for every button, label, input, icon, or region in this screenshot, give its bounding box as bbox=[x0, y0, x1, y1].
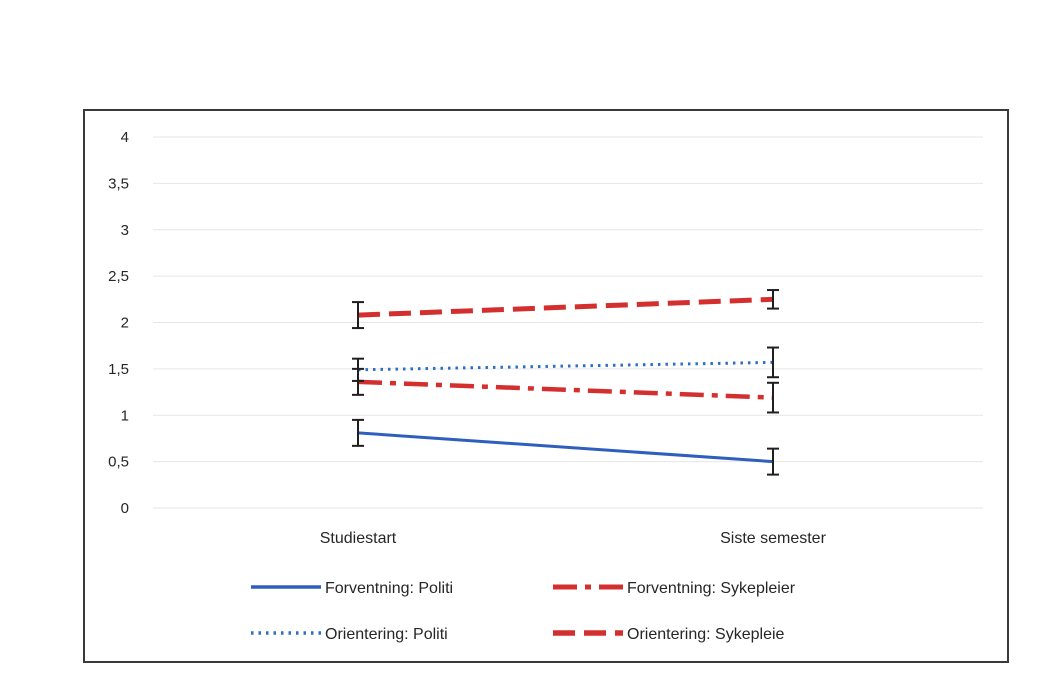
y-tick-label: 1 bbox=[121, 407, 129, 424]
chart-frame bbox=[83, 109, 1009, 663]
y-tick-label: 0,5 bbox=[108, 454, 129, 471]
legend-item-forventning-politi: Forventning: Politi bbox=[251, 580, 453, 597]
error-bar bbox=[352, 418, 364, 447]
y-tick-label: 3 bbox=[121, 222, 129, 239]
series-lines bbox=[357, 296, 774, 464]
x-tick-label: Studiestart bbox=[320, 530, 397, 547]
legend-label: Orientering: Politi bbox=[325, 626, 448, 643]
y-tick-label: 2 bbox=[121, 315, 129, 332]
error-bar bbox=[352, 301, 364, 330]
series-line-forventning-politi bbox=[357, 431, 774, 464]
y-tick-label: 0 bbox=[121, 500, 129, 517]
series-line-orientering-sykepleie bbox=[357, 296, 774, 318]
x-axis-categories: Studiestart Siste semester bbox=[320, 530, 827, 547]
error-bar bbox=[767, 346, 779, 379]
error-bar bbox=[767, 447, 779, 476]
x-tick-label: Siste semester bbox=[720, 530, 826, 547]
y-tick-label: 1,5 bbox=[108, 361, 129, 378]
legend: Forventning: Politi Forventning: Sykeplei… bbox=[251, 580, 796, 643]
error-bars bbox=[352, 289, 779, 476]
y-tick-label: 2,5 bbox=[108, 268, 129, 285]
legend-label: Orientering: Sykepleie bbox=[627, 626, 785, 643]
legend-item-forventning-sykepleier: Forventning: Sykepleier bbox=[553, 580, 796, 597]
legend-label: Forventning: Politi bbox=[325, 580, 453, 597]
y-tick-label: 3,5 bbox=[108, 175, 129, 192]
gridlines bbox=[153, 136, 983, 509]
error-bar bbox=[352, 357, 364, 382]
y-tick-label: 4 bbox=[121, 129, 129, 146]
y-axis-ticks: 0 0,5 1 1,5 2 2,5 3 3,5 4 bbox=[108, 129, 129, 517]
legend-item-orientering-politi: Orientering: Politi bbox=[251, 626, 448, 643]
error-bar bbox=[767, 381, 779, 414]
error-bar bbox=[767, 289, 779, 310]
series-line-forventning-sykepleier bbox=[357, 379, 774, 400]
legend-item-orientering-sykepleie: Orientering: Sykepleie bbox=[553, 626, 785, 643]
series-line-orientering-politi bbox=[357, 360, 774, 372]
legend-label: Forventning: Sykepleier bbox=[627, 580, 796, 597]
